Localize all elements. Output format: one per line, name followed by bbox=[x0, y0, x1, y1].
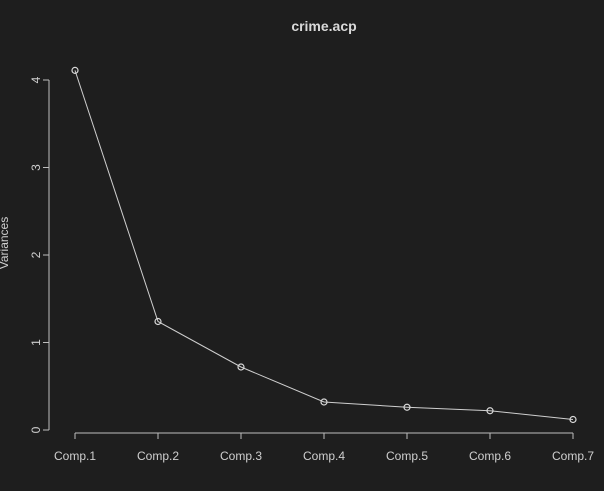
variance-line bbox=[74, 70, 574, 420]
x-tick-label: Comp.1 bbox=[54, 449, 96, 463]
y-tick-label: 2 bbox=[29, 251, 43, 258]
data-point bbox=[569, 415, 577, 424]
data-point bbox=[71, 66, 79, 74]
data-point bbox=[403, 403, 411, 411]
y-tick-label: 4 bbox=[29, 76, 43, 83]
y-axis-label: Variances bbox=[0, 217, 11, 269]
x-tick-label: Comp.5 bbox=[386, 449, 428, 463]
data-point bbox=[154, 317, 162, 326]
data-point bbox=[320, 398, 328, 406]
x-tick-label: Comp.3 bbox=[220, 449, 262, 463]
data-point bbox=[486, 407, 494, 415]
x-axis-ticks: Comp.1 Comp.2 Comp.3 Comp.4 Comp.5 Comp.6 Comp… bbox=[54, 433, 594, 463]
y-tick-label: 3 bbox=[29, 164, 43, 171]
x-tick-label: Comp.4 bbox=[303, 449, 345, 463]
y-axis-ticks: 0 1 2 3 4 bbox=[29, 76, 49, 433]
x-tick-label: Comp.7 bbox=[552, 449, 594, 463]
variance-points bbox=[71, 66, 577, 424]
y-tick-label: 0 bbox=[29, 426, 43, 433]
chart-title: crime.acp bbox=[291, 18, 356, 34]
y-tick-label: 1 bbox=[29, 339, 43, 346]
data-point bbox=[237, 363, 245, 371]
x-tick-label: Comp.6 bbox=[469, 449, 511, 463]
x-tick-label: Comp.2 bbox=[137, 449, 179, 463]
